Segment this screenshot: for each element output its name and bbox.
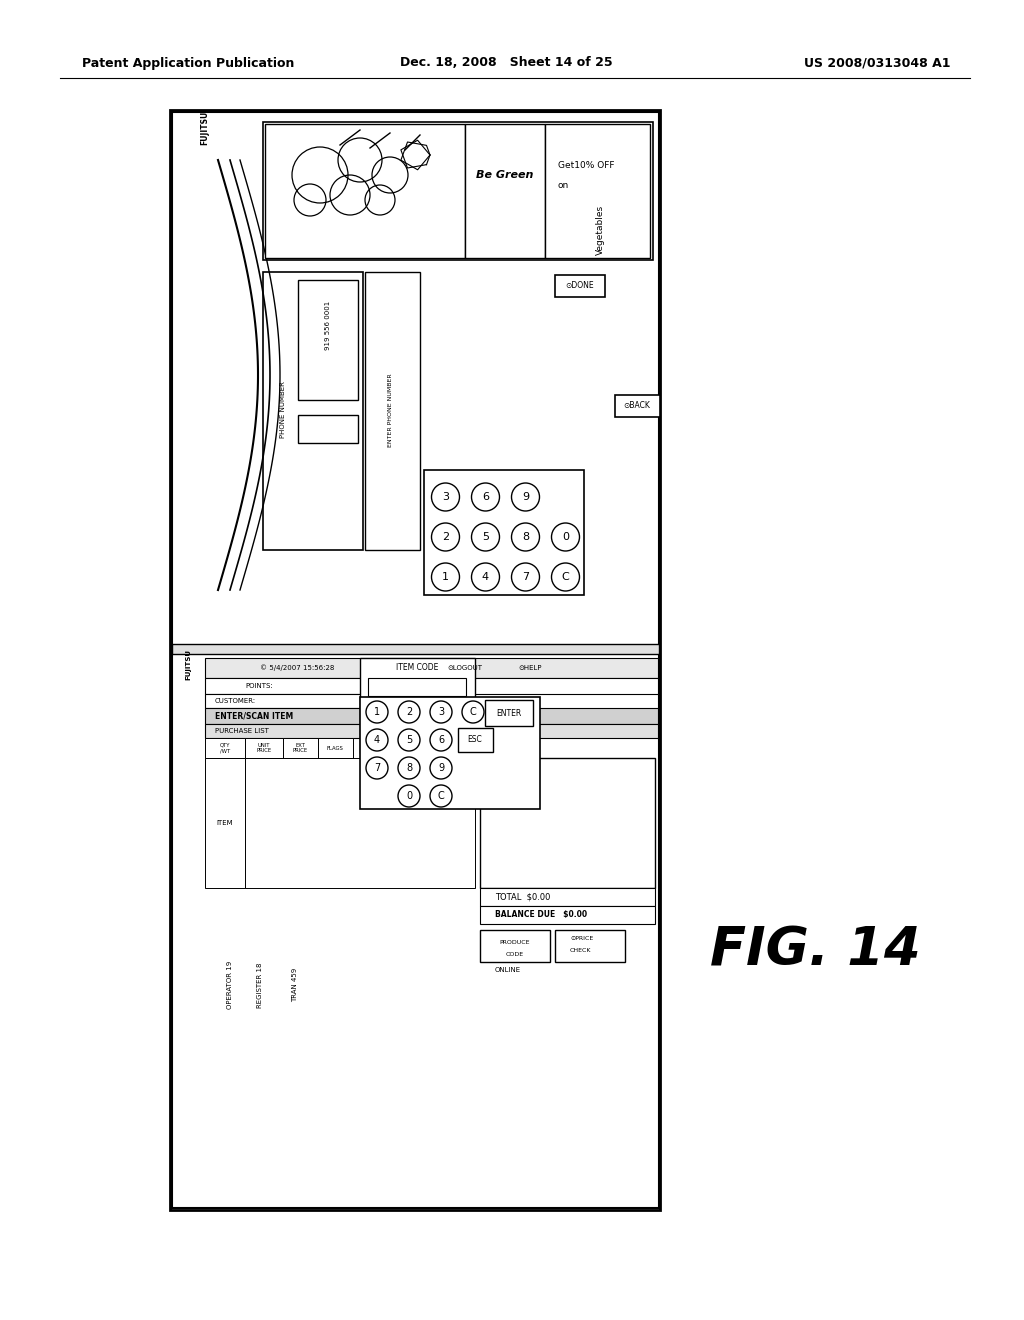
Text: 4: 4	[374, 735, 380, 744]
Text: FUJITSU: FUJITSU	[185, 649, 191, 681]
Text: FUJITSU: FUJITSU	[200, 111, 209, 145]
Text: PRODUCE: PRODUCE	[500, 940, 530, 945]
Text: C: C	[437, 791, 444, 801]
Bar	[318, 738, 353, 758]
Text: Get10% OFF: Get10% OFF	[558, 161, 614, 169]
Bar	[465, 124, 545, 257]
Text: CODE: CODE	[506, 952, 524, 957]
Text: EXT
PRICE: EXT PRICE	[293, 743, 307, 754]
Text: 1: 1	[442, 572, 449, 582]
Text: ESC: ESC	[468, 735, 482, 744]
Bar	[265, 124, 465, 257]
Bar	[172, 649, 659, 1208]
Bar	[480, 758, 655, 888]
Text: C: C	[561, 572, 569, 582]
Bar	[263, 121, 653, 260]
Text: 1: 1	[374, 708, 380, 717]
Text: 0: 0	[406, 791, 412, 801]
Text: 6: 6	[438, 735, 444, 744]
Bar	[545, 124, 650, 257]
Text: ITEM CODE: ITEM CODE	[396, 664, 438, 672]
Bar	[205, 738, 245, 758]
Bar	[205, 657, 658, 678]
Bar	[245, 758, 475, 888]
Bar	[205, 694, 406, 708]
Text: 8: 8	[522, 532, 529, 543]
Bar	[480, 931, 550, 962]
Text: 6: 6	[482, 492, 489, 502]
Text: Dec. 18, 2008   Sheet 14 of 25: Dec. 18, 2008 Sheet 14 of 25	[400, 57, 612, 70]
Text: 8: 8	[406, 763, 412, 774]
Text: OPERATOR 19: OPERATOR 19	[227, 961, 233, 1008]
Bar	[205, 678, 658, 694]
Bar	[172, 644, 659, 653]
Text: ⊙PRICE: ⊙PRICE	[570, 936, 593, 940]
Bar	[480, 906, 655, 924]
Text: PURCHASE LIST: PURCHASE LIST	[215, 729, 269, 734]
Bar	[615, 395, 660, 417]
Bar	[205, 708, 658, 723]
Text: ENTER: ENTER	[497, 709, 521, 718]
Bar	[172, 112, 659, 649]
Text: 919 556 0001: 919 556 0001	[325, 301, 331, 350]
Text: CHECK: CHECK	[570, 948, 592, 953]
Text: 9: 9	[522, 492, 529, 502]
Bar	[298, 414, 358, 444]
Text: CUSTOMER:: CUSTOMER:	[215, 698, 256, 704]
Text: UNIT
PRICE: UNIT PRICE	[256, 743, 271, 754]
Bar	[170, 110, 660, 1210]
Text: 2: 2	[442, 532, 450, 543]
Text: US 2008/0313048 A1: US 2008/0313048 A1	[804, 57, 950, 70]
Bar	[360, 697, 540, 809]
Text: 7: 7	[374, 763, 380, 774]
Text: 2: 2	[406, 708, 412, 717]
Bar	[283, 738, 318, 758]
Text: 4: 4	[482, 572, 489, 582]
Text: Be Green: Be Green	[476, 170, 534, 180]
Bar	[205, 758, 245, 888]
Text: Vegetables: Vegetables	[596, 205, 604, 255]
Bar	[263, 272, 362, 550]
Text: ⊙LOGOUT: ⊙LOGOUT	[447, 665, 482, 671]
Bar	[480, 888, 655, 906]
Text: ENTER PHONE NUMBER: ENTER PHONE NUMBER	[387, 374, 392, 446]
Text: POINTS:: POINTS:	[245, 682, 272, 689]
Text: C: C	[470, 708, 476, 717]
Bar	[555, 931, 625, 962]
Text: 0: 0	[562, 532, 569, 543]
Bar	[368, 678, 466, 696]
Bar	[365, 272, 420, 550]
Bar	[360, 657, 475, 752]
Text: 3: 3	[438, 708, 444, 717]
Bar	[555, 275, 605, 297]
Text: 9: 9	[438, 763, 444, 774]
Text: on: on	[558, 181, 569, 190]
Bar	[298, 280, 358, 400]
Text: ENTER/SCAN ITEM: ENTER/SCAN ITEM	[215, 711, 293, 721]
Text: 5: 5	[406, 735, 412, 744]
Bar	[424, 470, 584, 595]
Text: FIG. 14: FIG. 14	[710, 924, 921, 975]
Text: ONLINE: ONLINE	[495, 968, 521, 973]
Text: 7: 7	[522, 572, 529, 582]
Text: REGISTER 18: REGISTER 18	[257, 962, 263, 1007]
Text: QTY
/WT: QTY /WT	[220, 743, 230, 754]
Text: ⊙DONE: ⊙DONE	[565, 281, 594, 290]
Bar	[245, 738, 283, 758]
Text: 3: 3	[442, 492, 449, 502]
Text: TRAN 459: TRAN 459	[292, 968, 298, 1002]
Text: 5: 5	[482, 532, 489, 543]
Text: PHONE NUMBER: PHONE NUMBER	[280, 381, 286, 438]
Bar	[458, 729, 493, 752]
Text: TOTAL  $0.00: TOTAL $0.00	[495, 892, 550, 902]
Text: ITEM: ITEM	[217, 820, 233, 826]
Bar	[205, 723, 658, 738]
Text: Patent Application Publication: Patent Application Publication	[82, 57, 294, 70]
Text: FLAGS: FLAGS	[327, 746, 343, 751]
Text: ⊙BACK: ⊙BACK	[624, 401, 650, 411]
Bar	[485, 700, 534, 726]
Text: ⊙HELP: ⊙HELP	[518, 665, 542, 671]
Text: © 5/4/2007 15:56:28: © 5/4/2007 15:56:28	[260, 665, 335, 672]
Text: BALANCE DUE   $0.00: BALANCE DUE $0.00	[495, 911, 587, 920]
